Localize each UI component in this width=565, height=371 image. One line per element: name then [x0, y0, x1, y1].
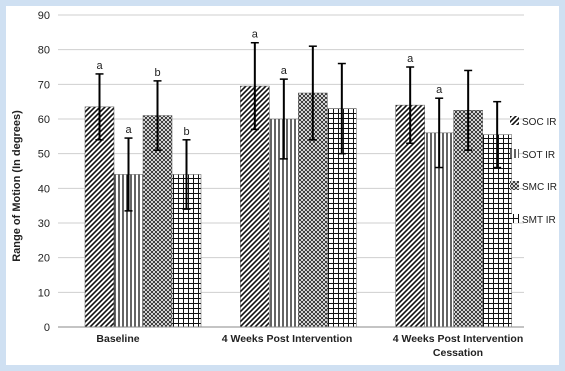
- legend-swatch: [510, 214, 519, 223]
- y-tick-label: 70: [38, 79, 50, 91]
- legend-entry: SMC IR: [522, 182, 557, 193]
- x-tick-label: 4 Weeks Post Intervention: [222, 333, 353, 345]
- y-tick-label: 20: [38, 253, 50, 265]
- y-tick-label: 50: [38, 149, 50, 161]
- x-tick-label: Baseline: [96, 333, 139, 345]
- legend-entry: SOC IR: [522, 117, 556, 128]
- significance-letter: b: [154, 67, 160, 79]
- y-tick-label: 40: [38, 183, 50, 195]
- y-tick-label: 90: [38, 10, 50, 22]
- significance-letter: a: [407, 53, 414, 65]
- significance-letter: a: [96, 60, 103, 72]
- significance-letter: a: [281, 65, 288, 77]
- y-tick-label: 80: [38, 45, 50, 57]
- significance-letter: a: [125, 124, 132, 136]
- legend-entry: SMT IR: [522, 215, 556, 226]
- legend-swatch: [510, 149, 519, 158]
- x-tick-label: Cessation: [433, 347, 483, 359]
- y-axis-label: Range of Motion (In degrees): [11, 110, 23, 262]
- significance-letter: b: [183, 126, 189, 138]
- x-tick-label: 4 Weeks Post Intervention: [393, 333, 524, 345]
- y-tick-label: 10: [38, 287, 50, 299]
- y-tick-label: 60: [38, 114, 50, 126]
- y-tick-label: 0: [44, 322, 50, 334]
- chart-panel: 0 10 20 30 40 50 60 70 80 90 Range of Motion (In …: [6, 6, 559, 365]
- significance-letter: a: [252, 29, 259, 41]
- bar-chart: 0 10 20 30 40 50 60 70 80 90 Range of Motion (In …: [11, 10, 557, 359]
- legend-swatch: [510, 116, 519, 125]
- significance-letter: a: [436, 84, 443, 96]
- legend-swatch: [510, 181, 519, 190]
- legend-entry: SOT IR: [522, 150, 555, 161]
- y-tick-label: 30: [38, 218, 50, 230]
